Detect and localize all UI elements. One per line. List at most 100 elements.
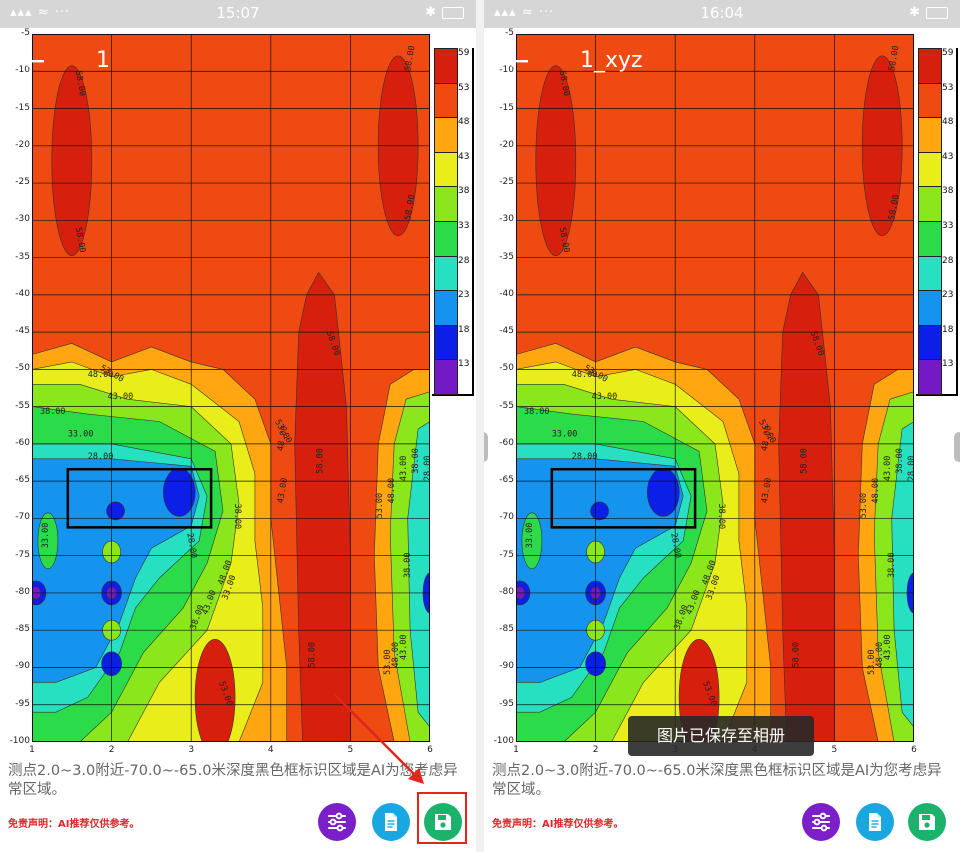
colorbar-swatch — [918, 221, 942, 257]
contour-island-left — [521, 512, 543, 570]
contour-lobe-bottom — [194, 639, 236, 742]
contour-label: 58.00 — [887, 194, 901, 221]
colorbar-label: 13 — [942, 359, 954, 370]
contour-spot-blue-1 — [162, 468, 196, 517]
colorbar-swatch — [918, 290, 942, 326]
y-tick-label: -5 — [21, 28, 30, 38]
filter-button[interactable] — [318, 803, 356, 841]
y-tick-label: -50 — [499, 363, 514, 374]
colorbar-label: 23 — [942, 290, 954, 301]
y-tick-label: -60 — [15, 437, 30, 448]
y-tick-label: -70 — [499, 512, 514, 523]
contour-plot: 58.00 58.00 58.00 58.00 53.00 48.00 43.00 38.00… — [32, 34, 430, 742]
edge-handle-left[interactable] — [484, 432, 488, 462]
filter-button[interactable] — [802, 803, 840, 841]
contour-label: 53.00 — [383, 649, 393, 675]
sliders-icon — [812, 812, 830, 832]
y-tick-label: -40 — [499, 288, 514, 299]
contour-label: 38.00 — [716, 504, 726, 530]
contour-label: 33.00 — [68, 429, 94, 439]
colorbar-swatch — [918, 359, 942, 395]
colorbar-swatch — [918, 117, 942, 153]
y-tick-label: -60 — [499, 437, 514, 448]
colorbar-swatch — [434, 255, 458, 292]
contour-label: 53.00 — [375, 493, 385, 519]
colorbar-label: 53 — [458, 82, 470, 93]
x-tick-label: 6 — [911, 745, 917, 755]
status-signal-icons: ▴▴▴ ≈ ··· — [494, 5, 555, 20]
save-highlight-box — [417, 792, 467, 844]
y-tick-label: -35 — [15, 251, 30, 262]
contour-spot-blue-1 — [646, 468, 680, 517]
y-tick-label: -95 — [499, 698, 514, 709]
contour-label: 33.00 — [525, 523, 535, 549]
save-icon — [435, 814, 451, 830]
y-tick-label: -30 — [15, 214, 30, 225]
colorbar-swatch — [918, 186, 942, 222]
x-tick-label: 1 — [29, 745, 35, 755]
contour-plot: 58.00 58.00 58.00 58.00 53.00 48.00 43.00 38.00… — [516, 34, 914, 742]
save-button[interactable] — [908, 803, 946, 841]
anomaly-box — [66, 467, 213, 529]
contour-label: 43.00 — [399, 456, 409, 482]
contour-band-23 — [32, 458, 200, 683]
x-tick-label: 5 — [347, 745, 354, 755]
contour-label: 58.00 — [792, 642, 802, 668]
colorbar-swatch — [918, 48, 942, 84]
colorbar-swatch — [434, 82, 458, 119]
contour-label: 38.00 — [895, 448, 905, 474]
contour-label: 48.00 — [387, 478, 397, 504]
contour-spot-blue-2 — [590, 501, 609, 521]
document-button[interactable] — [856, 803, 894, 841]
status-time: 16:04 — [700, 4, 744, 22]
colorbar-label: 23 — [458, 290, 470, 301]
colorbar-label: 18 — [458, 324, 470, 335]
contour-lobe-top-left — [51, 65, 93, 256]
contour-label: 53.00 — [859, 493, 869, 519]
contour-label: 28.00 — [184, 532, 198, 559]
contour-label: 43.00 — [883, 456, 893, 482]
contour-label: 48.00 — [88, 370, 114, 380]
contour-lobe-top-left — [535, 65, 577, 256]
contour-label: 48.00 — [760, 425, 774, 452]
y-tick-label: -25 — [15, 177, 30, 188]
colorbar-label: 28 — [942, 255, 954, 266]
document-button[interactable] — [372, 803, 410, 841]
y-tick-label: -90 — [15, 661, 30, 672]
contour-label: 28.00 — [572, 452, 598, 462]
x-tick-label: 5 — [831, 745, 838, 755]
document-icon — [385, 813, 397, 831]
colorbar-frame — [916, 48, 958, 396]
contour-label: 48.00 — [391, 642, 401, 668]
colorbar-label: 59 — [458, 48, 470, 58]
disclaimer-text: 免责声明：AI推荐仅供参考。 — [8, 819, 140, 830]
colorbar-label: 33 — [942, 221, 954, 231]
colorbar-label: 48 — [942, 117, 954, 128]
y-tick-label: -10 — [499, 65, 514, 76]
status-time: 15:07 — [216, 4, 260, 22]
y-tick-label: -55 — [499, 400, 514, 411]
contour-label: 53.00 — [867, 649, 877, 675]
y-tick-label: -80 — [499, 586, 514, 597]
colorbar-label: 38 — [942, 186, 954, 197]
contour-label: 58.00 — [316, 448, 326, 474]
colorbar-frame — [432, 48, 474, 396]
contour-label: 58.00 — [887, 45, 901, 72]
x-tick-label: 1 — [513, 745, 519, 755]
arrow-left-icon[interactable]: ← — [506, 44, 530, 77]
heatmap-canvas: 58.0058.0058.0058.0053.0048.0043.0038.00… — [32, 34, 430, 742]
contour-label: 58.00 — [73, 70, 87, 97]
contour-label: 38.00 — [411, 448, 421, 474]
save-button[interactable] — [424, 803, 462, 841]
colorbar-swatch — [434, 359, 458, 395]
contour-label: 43.00 — [592, 392, 618, 402]
colorbar-legend: 59 53 48 43 38 33 28 23 18 13 — [916, 48, 958, 396]
colorbar-swatch — [434, 117, 458, 153]
edge-handle-right[interactable] — [954, 432, 960, 462]
contour-label: 28.00 — [423, 456, 430, 482]
colorbar-swatch — [434, 186, 458, 222]
x-tick-label: 4 — [267, 745, 274, 755]
x-tick-label: 2 — [108, 745, 115, 755]
y-tick-label: -65 — [499, 475, 514, 486]
arrow-left-icon[interactable]: ← — [22, 44, 46, 77]
